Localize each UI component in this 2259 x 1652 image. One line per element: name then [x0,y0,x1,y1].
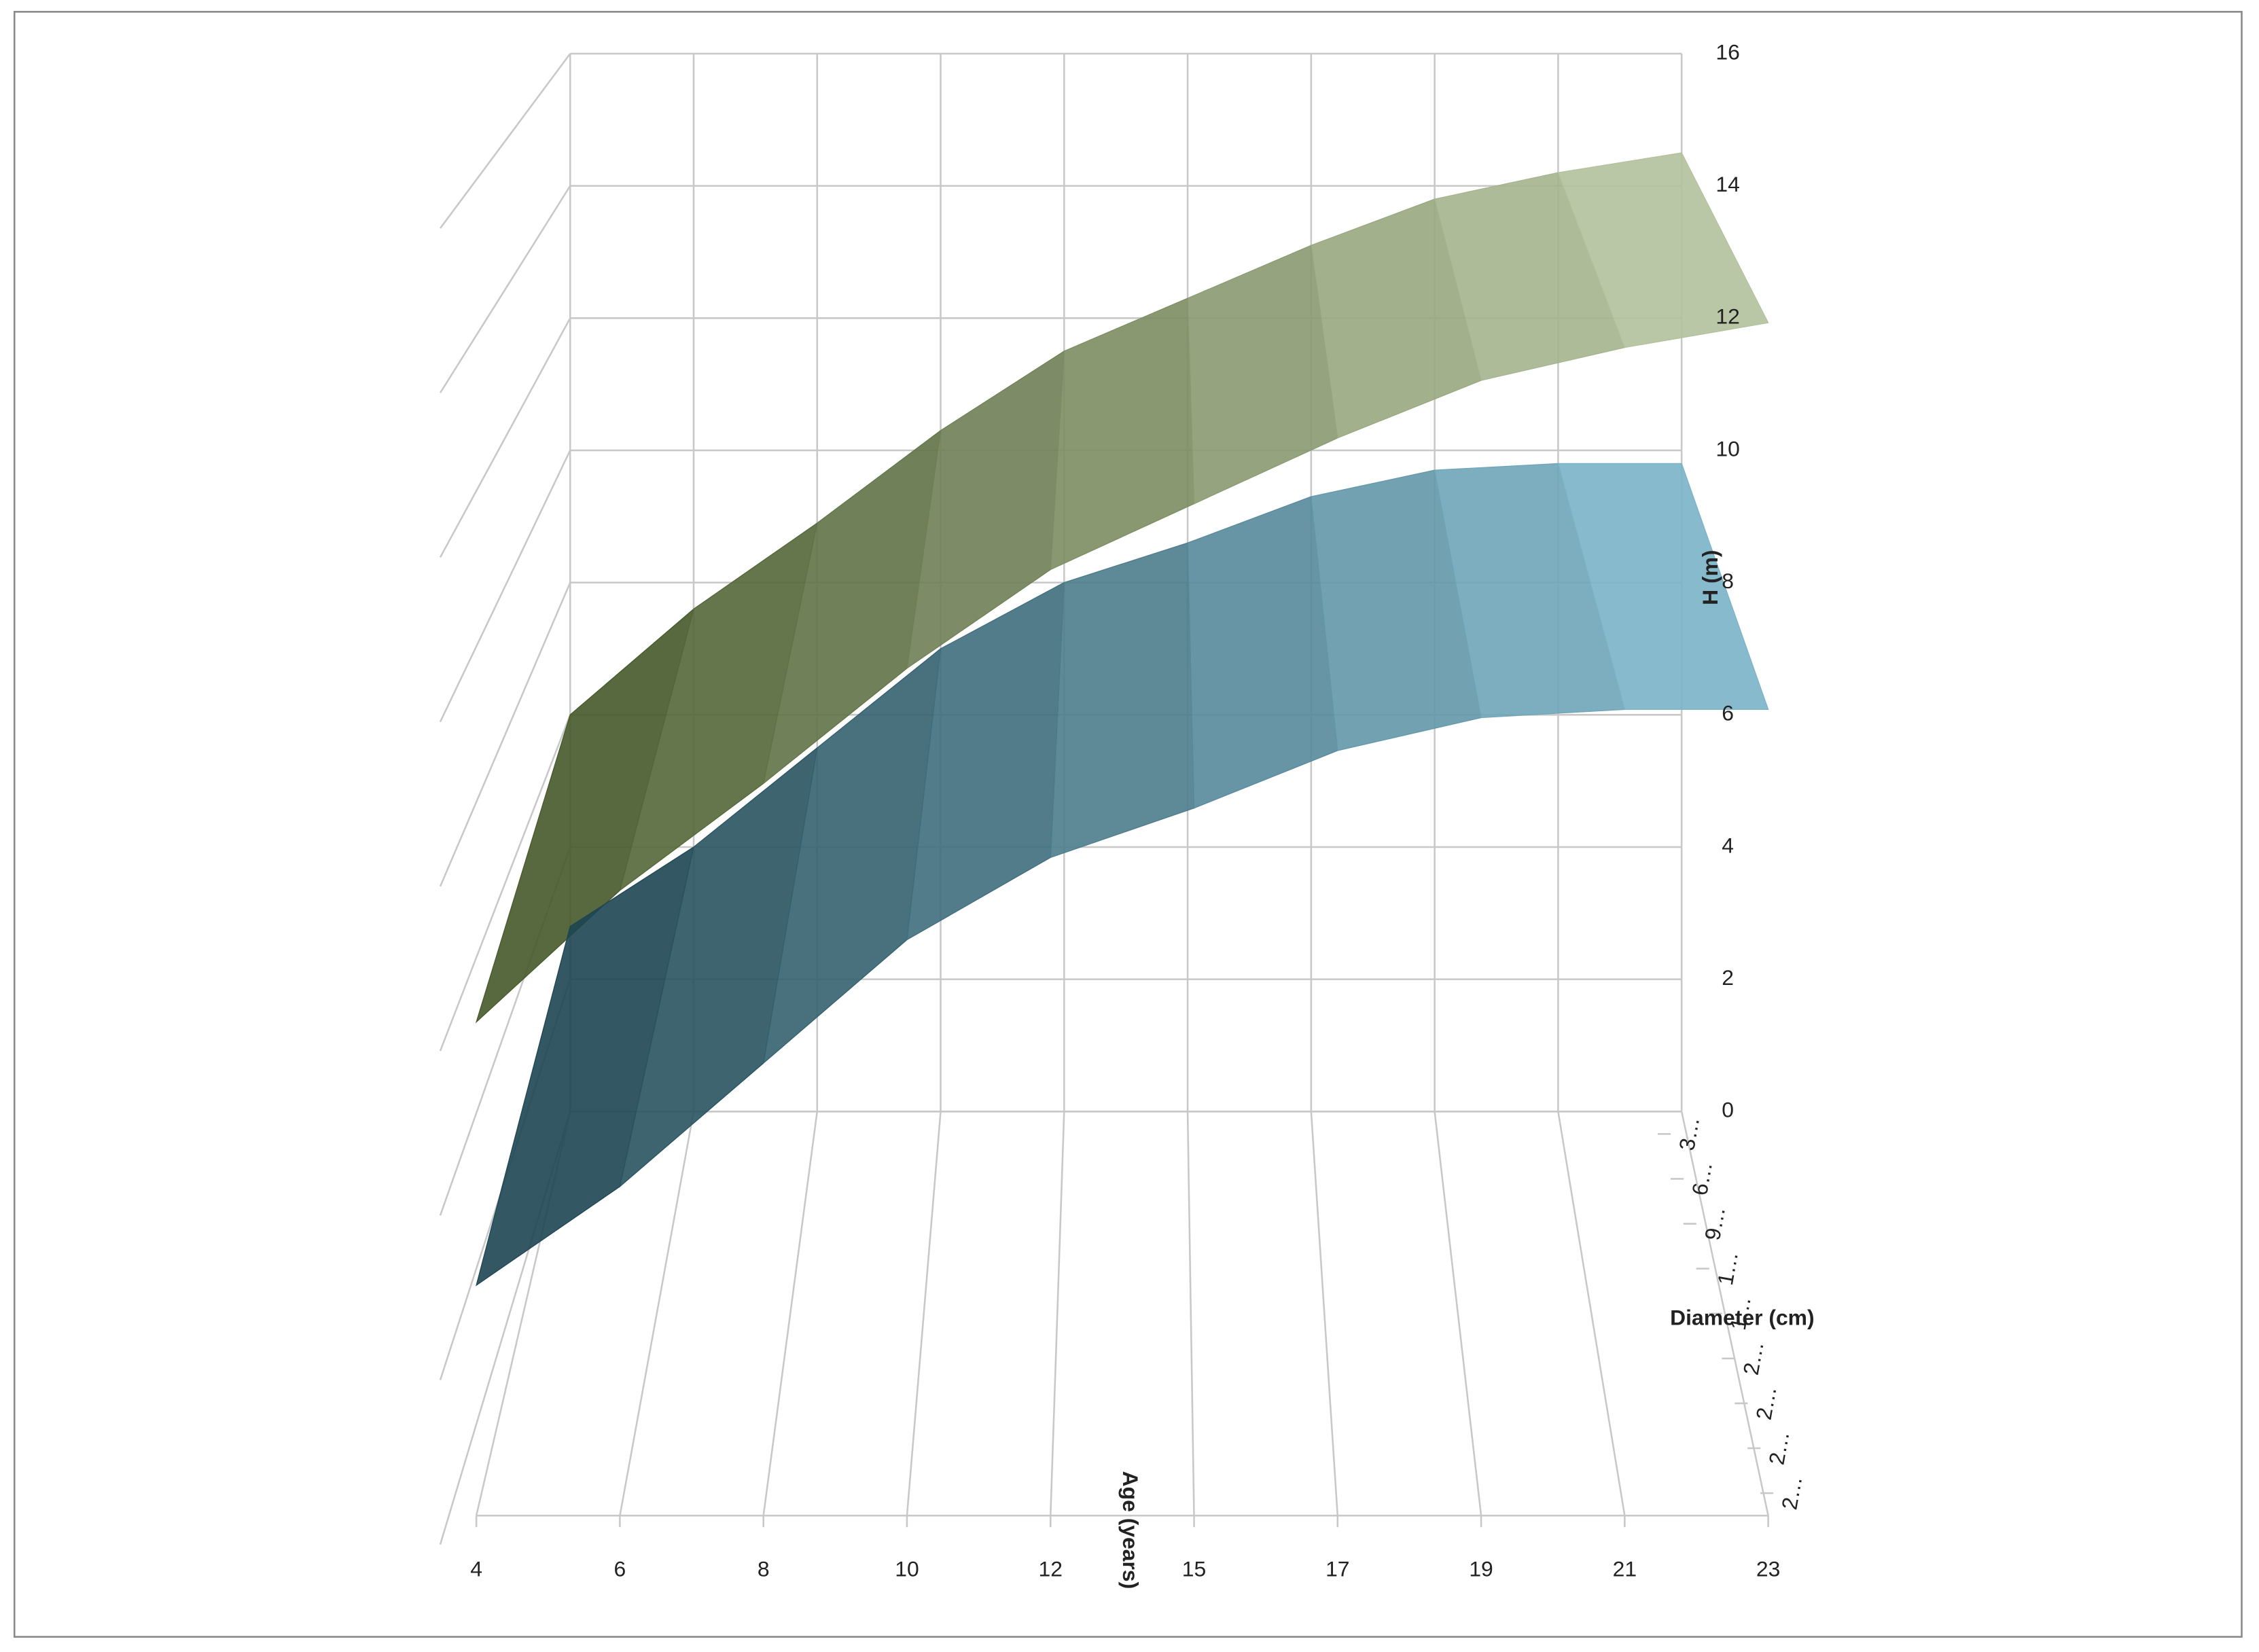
x-tick-label: 10 [895,1556,919,1581]
z-tick-label: 4 [1722,833,1734,857]
floor-grid-line [1310,1111,1339,1516]
x-tick-label: 6 [614,1556,626,1581]
z-tick-label: 2 [1722,965,1734,990]
floor-grid-line [1049,1111,1065,1516]
y-tick-label: 2… [1764,1429,1794,1467]
x-axis-title: Age (years) [1118,1471,1143,1590]
z-axis-title: H (m) [1698,550,1722,605]
surface-strip [1050,542,1195,859]
side-grid-line [439,582,571,887]
floor-grid-line [1557,1111,1626,1516]
x-tick-label: 4 [470,1556,482,1581]
x-tick-label: 17 [1326,1556,1349,1581]
z-tick-label: 14 [1715,172,1739,196]
y-tick-label: 3… [1674,1115,1704,1152]
side-grid-line [439,317,571,558]
z-tick-label: 8 [1722,569,1734,593]
floor-grid-line [1186,1111,1195,1516]
side-grid-line [439,185,571,393]
z-tick-label: 12 [1715,304,1739,329]
x-tick-label: 15 [1182,1556,1206,1581]
surfaces [475,152,1769,1287]
side-grid-line [439,714,571,1052]
y-tick-label: 6… [1687,1160,1717,1197]
x-tick-label: 12 [1039,1556,1063,1581]
y-tick-label: 9… [1700,1205,1730,1242]
surface-strip [1557,463,1769,711]
floor-grid-line [762,1111,819,1516]
z-tick-label: 10 [1715,436,1739,461]
x-tick-label: 21 [1613,1556,1637,1581]
side-grid-line [439,53,571,229]
y-tick-label: 1… [1726,1295,1756,1332]
y-tick-label: 2… [1751,1384,1781,1422]
y-tick-label: 2… [1777,1474,1807,1511]
z-tick-label: 16 [1715,39,1739,64]
z-tick-label: 6 [1722,701,1734,725]
y-axis-title: Diameter (cm) [1670,1306,1814,1330]
y-tick-label: 1… [1713,1250,1743,1287]
x-tick-label: 19 [1469,1556,1493,1581]
surface-strip [1557,152,1769,348]
z-tick-label: 0 [1722,1098,1734,1122]
floor-grid-line [906,1111,942,1516]
floor-grid-line [619,1111,695,1516]
floor-grid-line [1434,1111,1482,1516]
y-tick-label: 2… [1739,1340,1768,1377]
x-tick-label: 8 [758,1556,770,1581]
labels: Age (years) Diameter (cm) H (m) 0 2 4 6 8 10 1… [470,39,1814,1589]
side-grid-line [439,450,571,723]
x-tick-label: 23 [1756,1556,1780,1581]
